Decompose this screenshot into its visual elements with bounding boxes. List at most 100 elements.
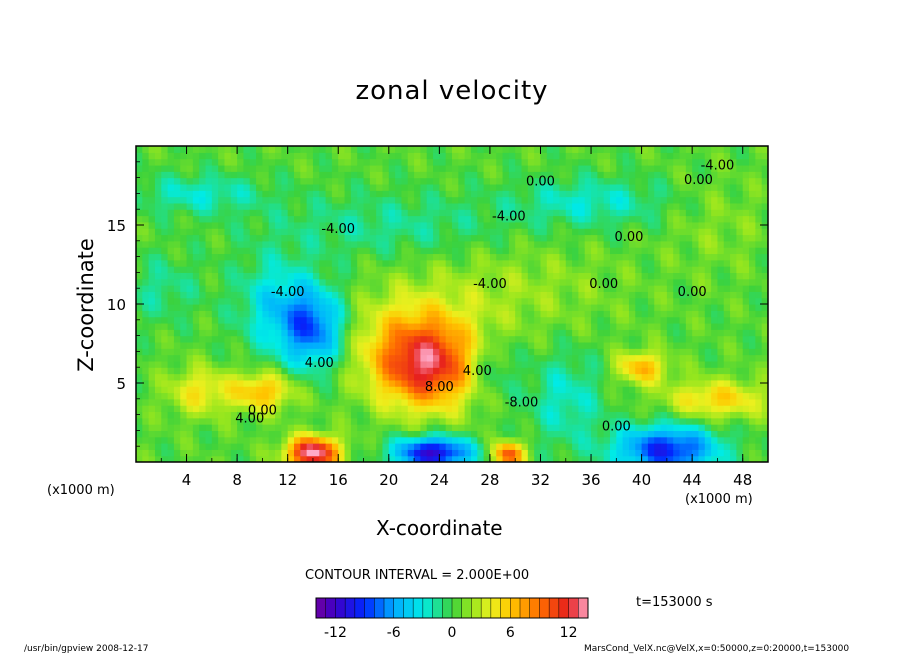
field-cell (502, 196, 510, 204)
field-cell (464, 266, 472, 273)
field-cell (477, 304, 485, 311)
field-cell (357, 278, 365, 286)
field-cell (414, 443, 421, 450)
field-cell (654, 367, 662, 375)
field-cell (723, 152, 731, 160)
field-cell (723, 455, 731, 462)
field-cell (458, 392, 466, 400)
field-cell (597, 297, 605, 305)
field-cell (628, 285, 636, 292)
field-cell (249, 291, 257, 299)
field-cell (407, 436, 415, 444)
field-cell (591, 424, 598, 431)
field-cell (287, 348, 295, 356)
field-cell (553, 196, 561, 204)
field-cell (414, 253, 421, 261)
field-cell (496, 291, 504, 299)
field-cell (685, 228, 693, 236)
field-cell (294, 405, 301, 413)
field-cell (192, 367, 200, 375)
field-cell (154, 398, 162, 406)
field-cell (591, 329, 598, 337)
field-cell (717, 373, 725, 381)
field-cell (136, 297, 143, 305)
field-cell (755, 228, 763, 236)
field-cell (439, 424, 447, 431)
field-cell (357, 266, 365, 273)
field-cell (546, 152, 554, 160)
field-cell (420, 443, 428, 450)
field-cell (256, 398, 263, 406)
field-cell (407, 322, 415, 330)
field-cell (470, 449, 478, 457)
field-cell (761, 183, 768, 191)
field-cell (148, 190, 156, 198)
field-cell (287, 373, 295, 381)
field-cell (666, 367, 674, 375)
field-cell (597, 253, 605, 261)
field-cell (262, 386, 270, 394)
field-cell (275, 234, 282, 242)
field-cell (698, 341, 706, 349)
field-cell (224, 455, 232, 462)
field-cell (749, 183, 756, 191)
field-cell (534, 177, 542, 185)
field-cell (508, 152, 516, 160)
field-cell (407, 221, 415, 229)
field-cell (559, 379, 567, 387)
field-cell (496, 272, 504, 280)
field-cell (452, 278, 459, 286)
field-cell (192, 373, 200, 381)
field-cell (692, 379, 700, 387)
field-cell (407, 247, 415, 255)
field-cell (464, 259, 472, 267)
field-cell (268, 411, 276, 419)
field-cell (470, 329, 478, 337)
field-cell (218, 379, 226, 387)
field-cell (407, 335, 415, 343)
field-cell (698, 272, 706, 280)
field-cell (256, 455, 263, 462)
field-cell (287, 240, 295, 248)
field-cell (331, 367, 339, 375)
field-cell (230, 202, 238, 210)
field-cell (654, 310, 662, 318)
field-cell (730, 272, 737, 280)
field-cell (635, 272, 643, 280)
field-cell (647, 234, 655, 242)
field-cell (603, 196, 611, 204)
field-cell (173, 190, 181, 198)
field-cell (616, 379, 624, 387)
field-cell (199, 253, 207, 261)
field-cell (597, 240, 605, 248)
field-cell (534, 449, 542, 457)
field-cell (679, 209, 687, 217)
field-cell (540, 259, 548, 267)
field-cell (736, 297, 744, 305)
field-cell (243, 253, 251, 261)
field-cell (496, 455, 504, 462)
field-cell (199, 443, 207, 450)
field-cell (237, 322, 245, 330)
field-cell (597, 398, 605, 406)
field-cell (628, 360, 636, 368)
field-cell (515, 297, 523, 305)
field-cell (742, 209, 750, 217)
field-cell (603, 436, 611, 444)
field-cell (205, 354, 213, 362)
field-cell (186, 316, 194, 324)
field-cell (376, 202, 384, 210)
field-cell (350, 348, 358, 356)
field-cell (527, 152, 535, 160)
field-cell (161, 367, 169, 375)
field-cell (325, 348, 333, 356)
field-cell (319, 430, 327, 438)
field-cell (723, 373, 731, 381)
field-cell (572, 196, 579, 204)
field-cell (730, 329, 737, 337)
field-cell (610, 373, 617, 381)
field-cell (698, 183, 706, 191)
field-cell (692, 234, 700, 242)
field-cell (331, 253, 339, 261)
field-cell (230, 285, 238, 292)
